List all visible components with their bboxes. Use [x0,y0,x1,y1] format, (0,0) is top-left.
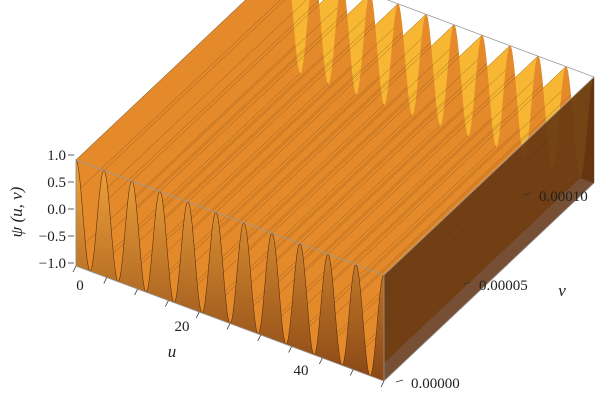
mesh-line [155,17,366,217]
surface-front-face [75,159,385,382]
mesh-line [215,14,427,213]
mesh-line [327,55,539,255]
mesh-line [80,0,281,189]
x-tick-mark [165,300,169,307]
x-axis-label: u [168,342,177,361]
mesh-line [113,55,324,254]
mesh-line [159,0,364,192]
z-tick-label: 0.5 [47,175,66,191]
y-tick-label: 0.00000 [411,376,460,392]
box-edge [75,159,385,276]
mesh-line [253,107,464,306]
mesh-line [187,3,399,202]
mesh-line [243,24,455,223]
mesh-line [295,70,506,269]
x-tick-mark [380,380,385,388]
y-tick-mark [523,192,532,196]
z-tick-label: −1.0 [39,256,66,272]
x-tick-label: 40 [294,363,309,379]
mesh-line [355,66,567,265]
mesh-line [332,84,543,283]
mesh-line [85,44,296,244]
mesh-line [309,128,520,327]
mesh-line [169,76,380,275]
mesh-line [141,65,352,265]
mesh-line [197,86,408,285]
mesh-line [281,118,492,317]
mesh-line [276,63,487,262]
z-axis: 1.0 0.5 0.0 −0.5 −1.0 ψ (u, v) [7,148,74,272]
x-tick-mark [103,277,108,284]
x-tick-label: 20 [175,319,190,335]
mesh-line [299,45,511,244]
mesh-line [183,28,394,227]
mesh-line [271,35,483,234]
mesh-line [323,80,534,280]
x-tick-label: 0 [76,278,84,294]
mesh-line [267,59,478,259]
mesh-line [360,94,571,293]
box-edge [383,182,595,382]
z-tick-label: 0.0 [47,202,66,218]
y-tick-mark [395,379,404,383]
mesh-line [211,38,422,238]
y-tick-mark [463,281,472,285]
mesh-line [164,21,375,220]
y-axis: 0.00000 0.00005 0.00010 v [395,189,588,392]
mesh-line [108,0,319,199]
y-tick-label: 0.00005 [479,278,528,294]
mesh-line [239,49,450,248]
x-tick-mark [288,346,292,353]
x-axis: 0 20 40 u [72,265,385,388]
mesh-line [225,97,436,296]
y-axis-label: v [558,281,566,300]
surface [75,0,595,382]
mesh-line [304,73,515,273]
mesh-line [136,10,347,210]
mesh-line [192,31,403,231]
z-tick-label: 1.0 [47,148,66,164]
z-axis-label: ψ (u, v) [7,186,26,237]
mesh-line [103,0,286,171]
mesh-line [351,91,562,290]
z-tick-label: −0.5 [39,229,66,245]
x-tick-mark [72,265,77,273]
mesh-line [99,0,307,196]
x-tick-mark [349,369,354,376]
mesh-line [127,7,338,206]
x-tick-mark [319,357,323,365]
mesh-line [220,42,431,241]
x-tick-mark [134,288,138,296]
mesh-line [248,52,459,252]
box-edge [383,76,595,276]
mesh-line [75,0,247,161]
mesh-line [131,0,325,182]
x-tick-mark [195,311,200,319]
surface-right-face [384,77,594,381]
y-tick-label: 0.00010 [539,189,588,205]
x-tick-mark [226,323,231,330]
x-tick-mark [257,334,262,342]
box-edge [386,0,595,78]
